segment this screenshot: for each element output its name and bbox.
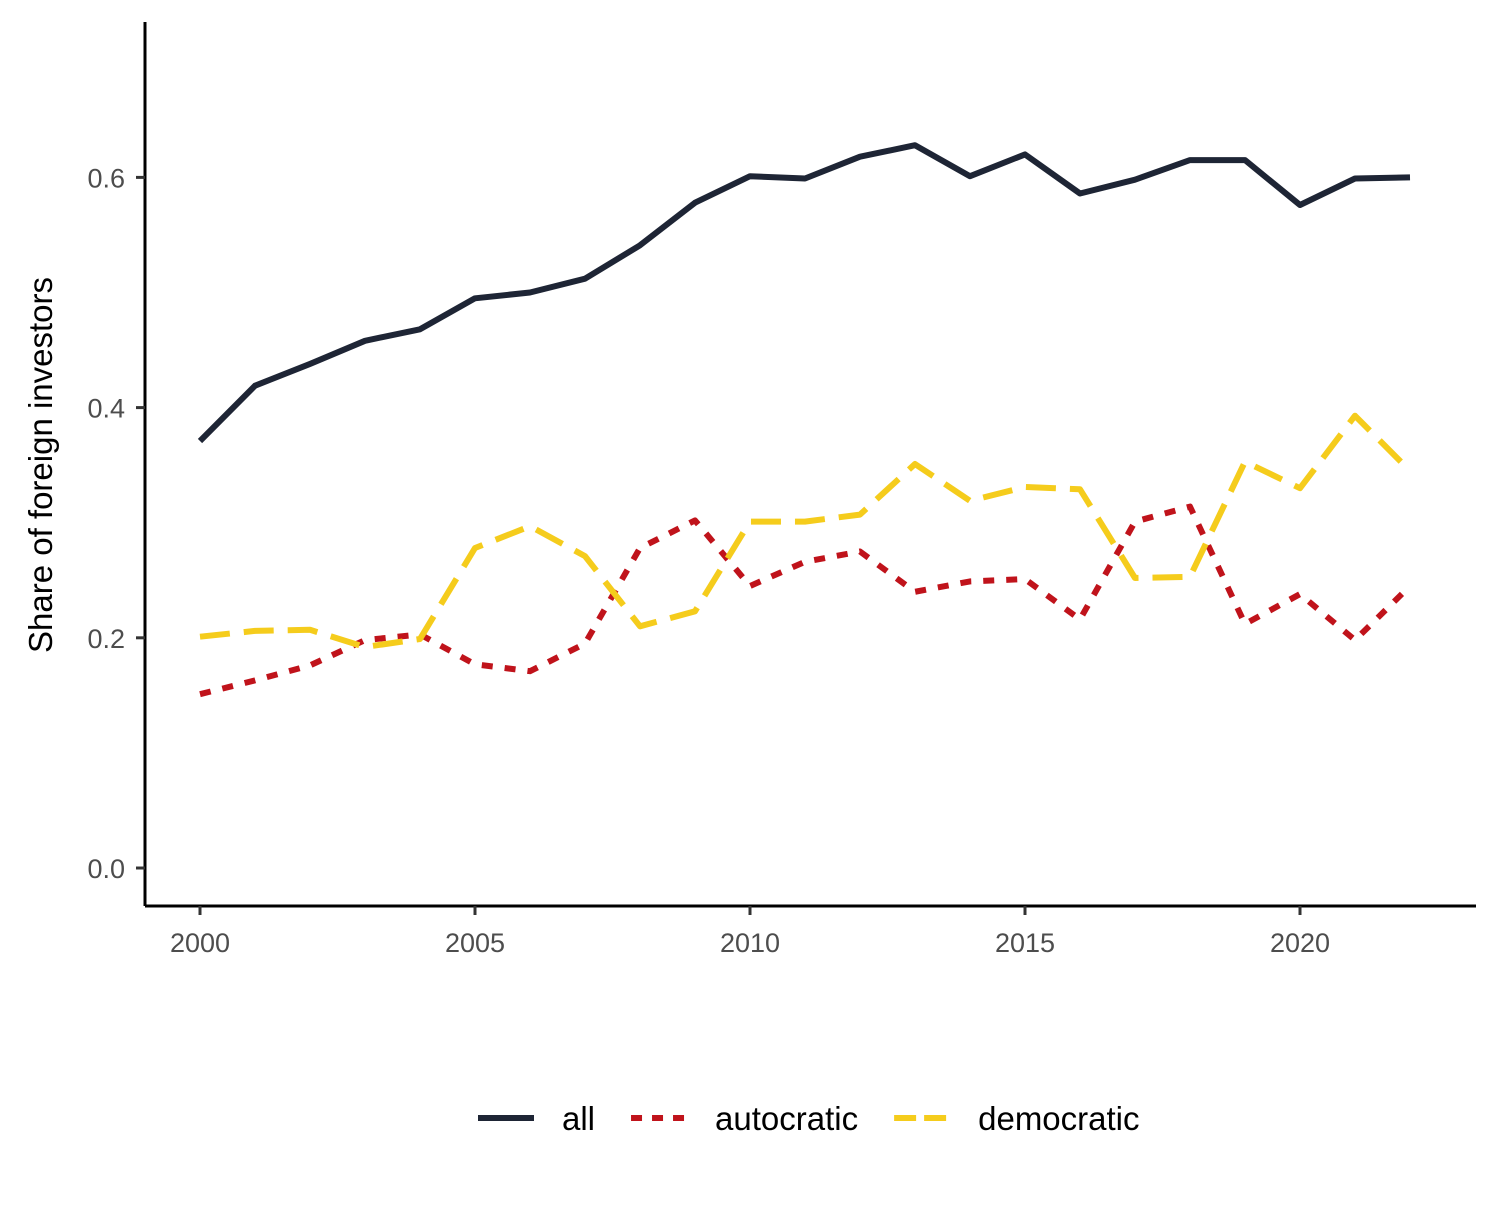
x-tick-label: 2020 bbox=[1270, 928, 1330, 958]
series-line-all bbox=[197, 142, 1411, 444]
x-tick-label: 2015 bbox=[995, 928, 1055, 958]
series-line-democratic bbox=[199, 412, 1413, 650]
axes: 0.0 0.2 0.4 0.6 2000 2005 2010 2015 2020 bbox=[87, 22, 1476, 958]
legend-label-autocratic: autocratic bbox=[715, 1100, 858, 1137]
x-tick-label: 2005 bbox=[445, 928, 505, 958]
legend-label-all: all bbox=[562, 1100, 595, 1137]
y-tick-label: 0.2 bbox=[87, 624, 125, 654]
legend-label-democratic: democratic bbox=[978, 1100, 1139, 1137]
y-tick-label: 0.6 bbox=[87, 163, 125, 193]
y-axis-title: Share of foreign investors bbox=[22, 277, 59, 653]
y-tick-label: 0.4 bbox=[87, 394, 125, 424]
y-tick-label: 0.0 bbox=[87, 854, 125, 884]
series-line-autocratic bbox=[199, 503, 1413, 698]
x-tick-label: 2010 bbox=[720, 928, 780, 958]
plot-area bbox=[197, 142, 1413, 698]
legend: all autocratic democratic bbox=[478, 1100, 1140, 1137]
x-tick-label: 2000 bbox=[170, 928, 230, 958]
